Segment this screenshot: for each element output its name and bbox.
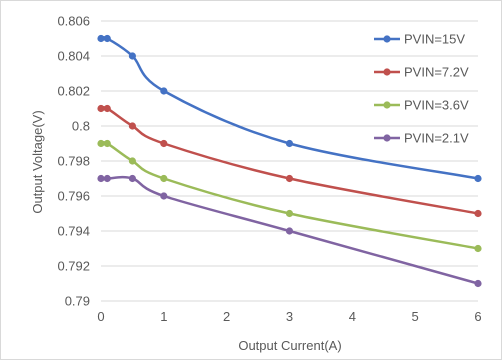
legend-label: PVIN=7.2V xyxy=(404,65,469,80)
y-tick-label: 0.798 xyxy=(57,154,90,169)
data-point xyxy=(160,192,168,200)
y-axis-tick-labels: 0.79 0.792 0.794 0.796 0.798 0.8 0.802 0.804 0.8… xyxy=(57,14,90,309)
data-point xyxy=(128,174,137,183)
data-point xyxy=(97,174,105,183)
y-tick-label: 0.792 xyxy=(57,259,90,274)
data-point xyxy=(97,139,105,148)
y-tick-label: 0.8 xyxy=(72,119,90,134)
data-point xyxy=(103,104,111,113)
legend-label: PVIN=15V xyxy=(404,32,465,47)
series-pvin-3-6v xyxy=(97,139,482,253)
series-line xyxy=(99,105,480,215)
y-tick-label: 0.794 xyxy=(57,224,90,239)
data-point xyxy=(160,139,168,148)
y-tick-label: 0.806 xyxy=(57,14,90,29)
legend-item: PVIN=15V xyxy=(374,32,465,47)
legend-marker xyxy=(383,134,391,142)
series-layer xyxy=(97,34,482,288)
y-tick-label: 0.796 xyxy=(57,189,90,204)
series-pvin-15v xyxy=(97,34,482,183)
data-point xyxy=(285,227,294,235)
data-point xyxy=(128,122,137,130)
x-tick-label: 5 xyxy=(412,309,419,324)
series-pvin-2-1v xyxy=(97,174,482,288)
x-tick-label: 1 xyxy=(160,309,167,324)
legend-item: PVIN=7.2V xyxy=(374,65,469,80)
x-tick-label: 6 xyxy=(474,309,481,324)
x-tick-label: 3 xyxy=(286,309,293,324)
legend-marker xyxy=(383,35,391,43)
legend-marker xyxy=(383,68,391,76)
x-tick-label: 0 xyxy=(97,309,104,324)
data-point xyxy=(474,174,482,183)
data-point xyxy=(103,34,111,43)
data-point xyxy=(128,157,137,165)
y-axis-label: Output Voltage(V) xyxy=(30,110,45,213)
data-point xyxy=(103,174,111,183)
x-axis-label: Output Current(A) xyxy=(238,338,341,353)
data-point xyxy=(285,174,294,183)
data-point xyxy=(128,52,137,60)
data-point xyxy=(160,87,168,95)
data-point xyxy=(97,104,105,113)
data-point xyxy=(285,209,294,218)
x-axis-tick-labels: 0 1 2 3 4 5 6 xyxy=(97,309,481,324)
legend-label: PVIN=3.6V xyxy=(404,98,469,113)
legend-item: PVIN=2.1V xyxy=(374,131,469,146)
line-chart: 0.79 0.792 0.794 0.796 0.798 0.8 0.802 0.804 0.8… xyxy=(30,14,482,354)
legend: PVIN=15V PVIN=7.2V PVIN=3.6V PVIN=2.1V xyxy=(374,32,469,146)
legend-item: PVIN=3.6V xyxy=(374,98,469,113)
legend-label: PVIN=2.1V xyxy=(404,131,469,146)
x-tick-label: 4 xyxy=(349,309,356,324)
legend-marker xyxy=(383,101,391,109)
data-point xyxy=(474,244,482,253)
data-point xyxy=(474,209,482,218)
y-tick-label: 0.804 xyxy=(57,49,90,64)
data-point xyxy=(103,139,111,148)
series-pvin-7-2v xyxy=(97,104,482,218)
x-tick-label: 2 xyxy=(223,309,230,324)
gridlines xyxy=(101,20,478,302)
data-point xyxy=(474,279,482,288)
y-tick-label: 0.802 xyxy=(57,84,90,99)
data-point xyxy=(160,174,168,183)
data-point xyxy=(97,34,105,43)
y-tick-label: 0.79 xyxy=(65,294,90,309)
data-point xyxy=(285,139,294,148)
